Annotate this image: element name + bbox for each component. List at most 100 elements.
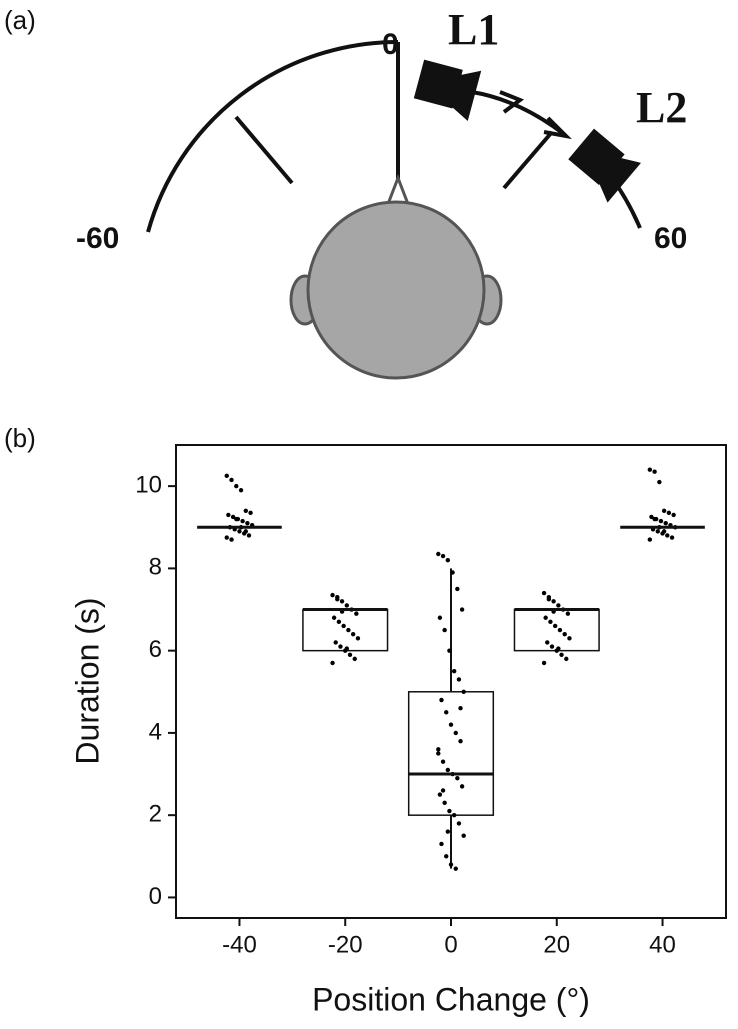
point	[439, 841, 444, 847]
point	[451, 812, 457, 818]
y-tick-label: 2	[149, 801, 162, 828]
point	[243, 508, 249, 514]
point	[565, 611, 571, 616]
point	[245, 520, 250, 526]
x-tick-label: 40	[649, 931, 676, 958]
zero-label: 0	[382, 28, 399, 61]
point	[234, 483, 239, 489]
point	[445, 767, 451, 773]
point	[445, 557, 451, 563]
x-tick-label: -40	[222, 931, 257, 958]
point	[344, 646, 350, 651]
point	[551, 599, 556, 604]
point	[552, 623, 558, 629]
speaker	[568, 128, 641, 203]
speaker-label: L2	[636, 83, 687, 132]
point	[442, 800, 447, 806]
point	[238, 488, 244, 493]
point	[453, 730, 458, 736]
y-tick-label: 4	[149, 718, 162, 745]
point	[663, 520, 668, 526]
point	[658, 518, 664, 524]
point	[545, 640, 550, 645]
point	[354, 611, 359, 616]
point	[436, 747, 441, 752]
y-tick-label: 8	[149, 554, 162, 581]
point	[661, 508, 667, 514]
point	[347, 652, 353, 657]
point	[234, 516, 239, 522]
y-tick-label: 0	[149, 883, 162, 910]
left-label: -60	[76, 222, 119, 255]
point	[436, 551, 441, 557]
point	[237, 529, 242, 534]
speaker-label: L1	[448, 5, 499, 54]
point	[439, 697, 444, 703]
panel-label: (b)	[4, 423, 36, 453]
point	[461, 689, 466, 694]
box	[513, 608, 600, 652]
point	[647, 537, 653, 542]
point	[450, 570, 455, 575]
point	[440, 759, 446, 764]
point	[335, 597, 340, 602]
point	[346, 627, 351, 633]
point	[444, 854, 449, 859]
arc	[146, 39, 399, 233]
point	[541, 660, 547, 666]
head	[306, 200, 486, 380]
x-axis-label: Position Change (°)	[312, 981, 590, 1017]
y-tick-label: 10	[135, 471, 162, 498]
point	[459, 784, 465, 789]
point	[341, 623, 346, 629]
point	[451, 669, 457, 674]
point	[447, 648, 452, 653]
point	[647, 467, 653, 472]
point	[546, 597, 552, 602]
x-tick-label: -20	[328, 931, 363, 958]
point	[448, 862, 454, 867]
point	[344, 603, 350, 608]
point	[333, 640, 338, 645]
point	[557, 627, 563, 633]
point	[330, 592, 335, 598]
tick	[502, 130, 554, 190]
tick	[234, 115, 294, 185]
point	[461, 833, 466, 838]
y-tick-label: 6	[149, 636, 162, 663]
point	[556, 646, 561, 651]
point	[559, 652, 564, 657]
point	[436, 751, 441, 756]
point	[666, 510, 672, 516]
point	[437, 792, 443, 797]
point	[352, 656, 357, 662]
point	[224, 473, 229, 479]
arrow-head	[499, 90, 572, 140]
panel-label: (a)	[4, 5, 36, 35]
point	[350, 632, 356, 637]
point	[657, 479, 662, 485]
point	[456, 677, 462, 682]
point	[456, 821, 462, 826]
y-axis-label: Duration (s)	[69, 597, 105, 764]
point	[338, 644, 343, 649]
point	[248, 510, 253, 516]
point	[224, 535, 229, 540]
point	[437, 615, 443, 620]
point	[455, 775, 460, 781]
point	[458, 706, 463, 711]
point	[543, 615, 548, 620]
point	[447, 808, 452, 814]
point	[655, 529, 660, 534]
point	[652, 516, 657, 522]
diagram: (a) 0 -60 60 L1 L2	[4, 5, 687, 380]
point	[459, 607, 465, 612]
point	[567, 636, 572, 641]
point	[240, 518, 245, 524]
point	[355, 636, 361, 641]
point	[444, 710, 449, 715]
point	[330, 660, 335, 666]
point	[453, 866, 458, 871]
box	[407, 691, 495, 816]
point	[548, 619, 553, 625]
